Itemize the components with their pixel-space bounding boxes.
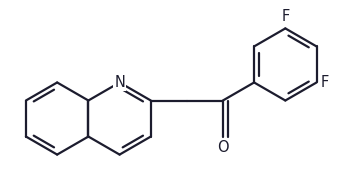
- Text: F: F: [321, 75, 329, 90]
- Text: N: N: [114, 75, 125, 90]
- Text: O: O: [217, 140, 229, 155]
- Text: F: F: [281, 9, 289, 24]
